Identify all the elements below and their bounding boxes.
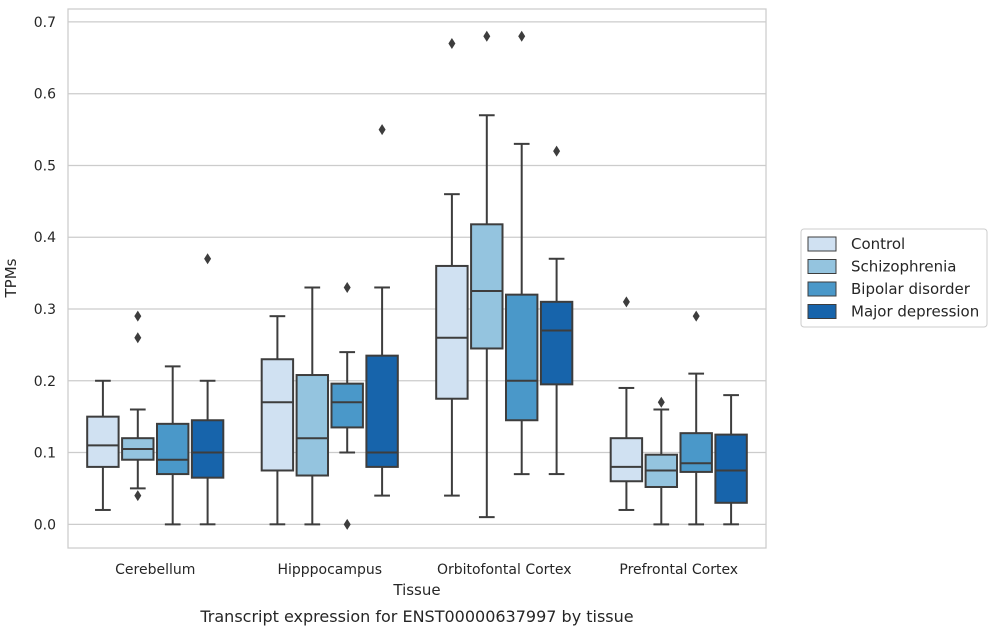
iqr-box (470, 223, 504, 350)
y-tick-label: 0.3 (34, 302, 56, 318)
outlier-point (553, 145, 561, 157)
y-tick-label: 0.2 (34, 374, 56, 390)
iqr-box (714, 433, 748, 504)
y-axis-label: TPMs (2, 258, 20, 298)
y-tick-label: 0.5 (34, 158, 56, 174)
iqr-box (260, 358, 295, 472)
box-cerebellum-schizophrenia (121, 310, 155, 502)
iqr-box (295, 374, 330, 477)
outlier-point (622, 296, 630, 308)
box-cerebellum-bipolar-disorder (155, 365, 190, 526)
y-tick-labels: 0.0 0.1 0.2 0.3 0.4 0.5 0.6 0.7 (34, 15, 56, 533)
outlier-point (343, 281, 351, 293)
box-cerebellum-major-depression (190, 253, 225, 526)
box-cerebellum-control (86, 379, 120, 511)
iqr-box (330, 382, 364, 429)
box-orbitofontal-cortex-major-depression (539, 145, 574, 476)
outlier-point (483, 30, 491, 42)
iqr-box (86, 415, 120, 468)
box-hipppocampus-schizophrenia (295, 286, 330, 526)
box-prefrontal-cortex-control (609, 296, 644, 511)
outlier-point (134, 332, 142, 344)
box-hipppocampus-bipolar-disorder (330, 281, 364, 530)
x-tick-label: Prefrontal Cortex (619, 562, 738, 578)
iqr-box (679, 432, 713, 473)
x-tick-labels: Cerebellum Hipppocampus Orbitofontal Corte… (115, 562, 738, 578)
iqr-box (539, 300, 574, 386)
legend-swatch-major-depression (807, 304, 837, 319)
iqr-box (609, 437, 644, 483)
box-orbitofontal-cortex-bipolar-disorder (504, 30, 539, 476)
legend-swatch-schizophrenia (807, 259, 837, 274)
legend-swatch-bipolar-disorder (807, 281, 837, 297)
box-hipppocampus-control (260, 315, 295, 526)
chart-caption: Transcript expression for ENST0000063799… (199, 607, 633, 626)
box-orbitofontal-cortex-control (435, 37, 469, 497)
box-prefrontal-cortex-schizophrenia (644, 396, 679, 526)
outlier-point (134, 310, 142, 322)
outlier-point (134, 490, 142, 502)
y-tick-label: 0.0 (34, 517, 56, 533)
legend-frame (800, 228, 988, 328)
outlier-point (657, 396, 665, 408)
legend-label-major-depression: Major depression (851, 303, 979, 321)
iqr-box (190, 419, 225, 479)
legend-label-schizophrenia: Schizophrenia (851, 258, 956, 276)
outlier-point (448, 37, 456, 49)
iqr-box (155, 422, 190, 476)
outlier-point (518, 30, 526, 42)
iqr-box (504, 293, 539, 422)
y-tick-label: 0.4 (34, 230, 56, 246)
outlier-point (378, 124, 386, 136)
legend-label-bipolar-disorder: Bipolar disorder (851, 280, 971, 298)
iqr-box (435, 264, 469, 400)
outlier-point (692, 310, 700, 322)
plot-frame (67, 8, 767, 549)
box-groups (86, 30, 748, 530)
y-tick-label: 0.6 (34, 87, 56, 103)
iqr-box (365, 354, 399, 468)
box-prefrontal-cortex-bipolar-disorder (679, 310, 713, 526)
x-axis-label: Tissue (392, 581, 440, 599)
y-tick-label: 0.7 (34, 15, 56, 31)
outlier-point (204, 253, 212, 265)
box-hipppocampus-major-depression (365, 124, 399, 497)
outlier-point (343, 518, 351, 530)
legend: Control Schizophrenia Bipolar disorder Majo… (800, 228, 988, 328)
box-prefrontal-cortex-major-depression (714, 394, 748, 526)
x-tick-label: Cerebellum (115, 562, 195, 578)
x-tick-label: Hipppocampus (277, 562, 382, 578)
legend-swatch-control (807, 236, 837, 252)
legend-label-control: Control (851, 235, 905, 253)
x-tick-label: Orbitofontal Cortex (437, 562, 572, 578)
box-orbitofontal-cortex-schizophrenia (470, 30, 504, 519)
y-tick-label: 0.1 (34, 446, 56, 462)
